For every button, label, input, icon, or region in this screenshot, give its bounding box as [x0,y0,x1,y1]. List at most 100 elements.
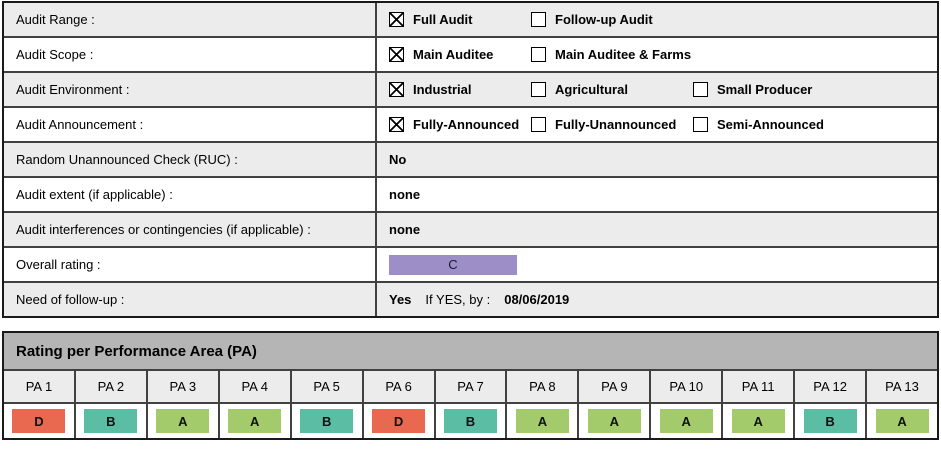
form-row-overall-rating: Overall rating : C [4,248,937,281]
pa-column-header: PA 8 [507,371,578,402]
follow-up-values: Yes If YES, by : 08/06/2019 [377,283,937,316]
pa-rating-table: Rating per Performance Area (PA) PA 1 PA… [2,331,939,440]
pa-rating-badge: A [731,409,785,433]
pa-rating-badge: A [156,409,210,433]
if-yes-label: If YES, by : [425,292,491,307]
form-row-audit-environment: Audit Environment : Industrial Agricultu… [4,73,937,106]
pa-column-header: PA 3 [147,371,218,402]
pa-column-header: PA 1 [4,371,74,402]
ruc-value: No [377,143,937,176]
overall-rating-badge: C [389,254,517,275]
checkbox-checked-icon[interactable] [389,82,404,97]
form-row-audit-interferences: Audit interferences or contingencies (if… [4,213,937,246]
form-row-audit-extent: Audit extent (if applicable) : none [4,178,937,211]
checkbox-unchecked-icon[interactable] [531,117,546,132]
row-label: Audit extent (if applicable) : [4,178,375,211]
pa-rating-cell: D [4,404,74,438]
pa-column-header: PA 11 [723,371,794,402]
checkbox-unchecked-icon[interactable] [531,47,546,62]
audit-environment-options: Industrial Agricultural Small Producer [377,73,937,106]
pa-rating-cell: A [651,404,722,438]
checkbox-unchecked-icon[interactable] [693,117,708,132]
checkbox-unchecked-icon[interactable] [531,12,546,27]
option-main-auditee[interactable]: Main Auditee [389,47,531,62]
option-label: Main Auditee & Farms [555,47,692,62]
checkbox-checked-icon[interactable] [389,12,404,27]
form-row-follow-up: Need of follow-up : Yes If YES, by : 08/… [4,283,937,316]
pa-rating-cell: A [723,404,794,438]
pa-rating-badge: B [443,409,497,433]
row-label: Audit interferences or contingencies (if… [4,213,375,246]
option-fully-announced[interactable]: Fully-Announced [389,117,531,132]
pa-rating-cell: A [579,404,650,438]
checkbox-checked-icon[interactable] [389,47,404,62]
follow-up-value: Yes [389,292,412,307]
audit-interferences-value: none [377,213,937,246]
row-label: Random Unannounced Check (RUC) : [4,143,375,176]
option-label: Main Auditee [413,47,494,62]
audit-range-options: Full Audit Follow-up Audit [377,3,937,36]
pa-rating-badge: A [515,409,569,433]
option-main-auditee-farms[interactable]: Main Auditee & Farms [531,47,693,62]
pa-rating-badge: A [587,409,641,433]
option-industrial[interactable]: Industrial [389,82,531,97]
pa-rating-badge: A [228,409,282,433]
option-label: Small Producer [717,82,813,97]
pa-rating-cell: A [219,404,290,438]
option-semi-announced[interactable]: Semi-Announced [693,117,824,132]
pa-column-header: PA 7 [435,371,506,402]
pa-rating-badge: D [12,409,66,433]
pa-column-header: PA 10 [651,371,722,402]
pa-rating-cell: B [435,404,506,438]
pa-rating-cell: B [75,404,146,438]
pa-column-header: PA 12 [795,371,866,402]
form-row-audit-announcement: Audit Announcement : Fully-Announced Ful… [4,108,937,141]
option-full-audit[interactable]: Full Audit [389,12,531,27]
pa-column-header: PA 5 [291,371,362,402]
pa-rating-badge: A [875,409,929,433]
overall-rating-cell: C [377,248,937,281]
pa-rating-badge: D [372,409,426,433]
row-label: Audit Range : [4,3,375,36]
row-label: Audit Environment : [4,73,375,106]
option-fully-unannounced[interactable]: Fully-Unannounced [531,117,693,132]
pa-rating-badge: B [300,409,354,433]
pa-rating-cell: A [867,404,937,438]
pa-rating-badge: A [659,409,713,433]
option-label: Agricultural [555,82,628,97]
pa-rating-cell: B [291,404,362,438]
option-label: Industrial [413,82,472,97]
row-label: Audit Scope : [4,38,375,71]
row-label: Need of follow-up : [4,283,375,316]
follow-up-date: 08/06/2019 [504,292,570,307]
audit-summary-table: Audit Range : Full Audit Follow-up Audit… [2,1,939,318]
audit-scope-options: Main Auditee Main Auditee & Farms [377,38,937,71]
pa-rating-cell: B [795,404,866,438]
pa-rating-row: D B A A B D B A A A A B A [4,404,937,438]
option-small-producer[interactable]: Small Producer [693,82,812,97]
pa-rating-cell: D [363,404,434,438]
option-follow-up-audit[interactable]: Follow-up Audit [531,12,693,27]
pa-header-row: PA 1 PA 2 PA 3 PA 4 PA 5 PA 6 PA 7 PA 8 … [4,371,937,402]
audit-extent-value: none [377,178,937,211]
option-label: Follow-up Audit [555,12,653,27]
option-label: Fully-Unannounced [555,117,677,132]
pa-column-header: PA 2 [75,371,146,402]
table-gap [2,318,939,331]
audit-announcement-options: Fully-Announced Fully-Unannounced Semi-A… [377,108,937,141]
pa-table-title: Rating per Performance Area (PA) [4,333,937,369]
pa-rating-badge: B [84,409,138,433]
form-row-ruc: Random Unannounced Check (RUC) : No [4,143,937,176]
checkbox-unchecked-icon[interactable] [531,82,546,97]
pa-rating-cell: A [507,404,578,438]
checkbox-checked-icon[interactable] [389,117,404,132]
pa-rating-badge: B [803,409,857,433]
row-label: Audit Announcement : [4,108,375,141]
option-label: Fully-Announced [413,117,520,132]
form-row-audit-scope: Audit Scope : Main Auditee Main Auditee … [4,38,937,71]
option-agricultural[interactable]: Agricultural [531,82,693,97]
checkbox-unchecked-icon[interactable] [693,82,708,97]
pa-column-header: PA 13 [867,371,937,402]
option-label: Full Audit [413,12,473,27]
